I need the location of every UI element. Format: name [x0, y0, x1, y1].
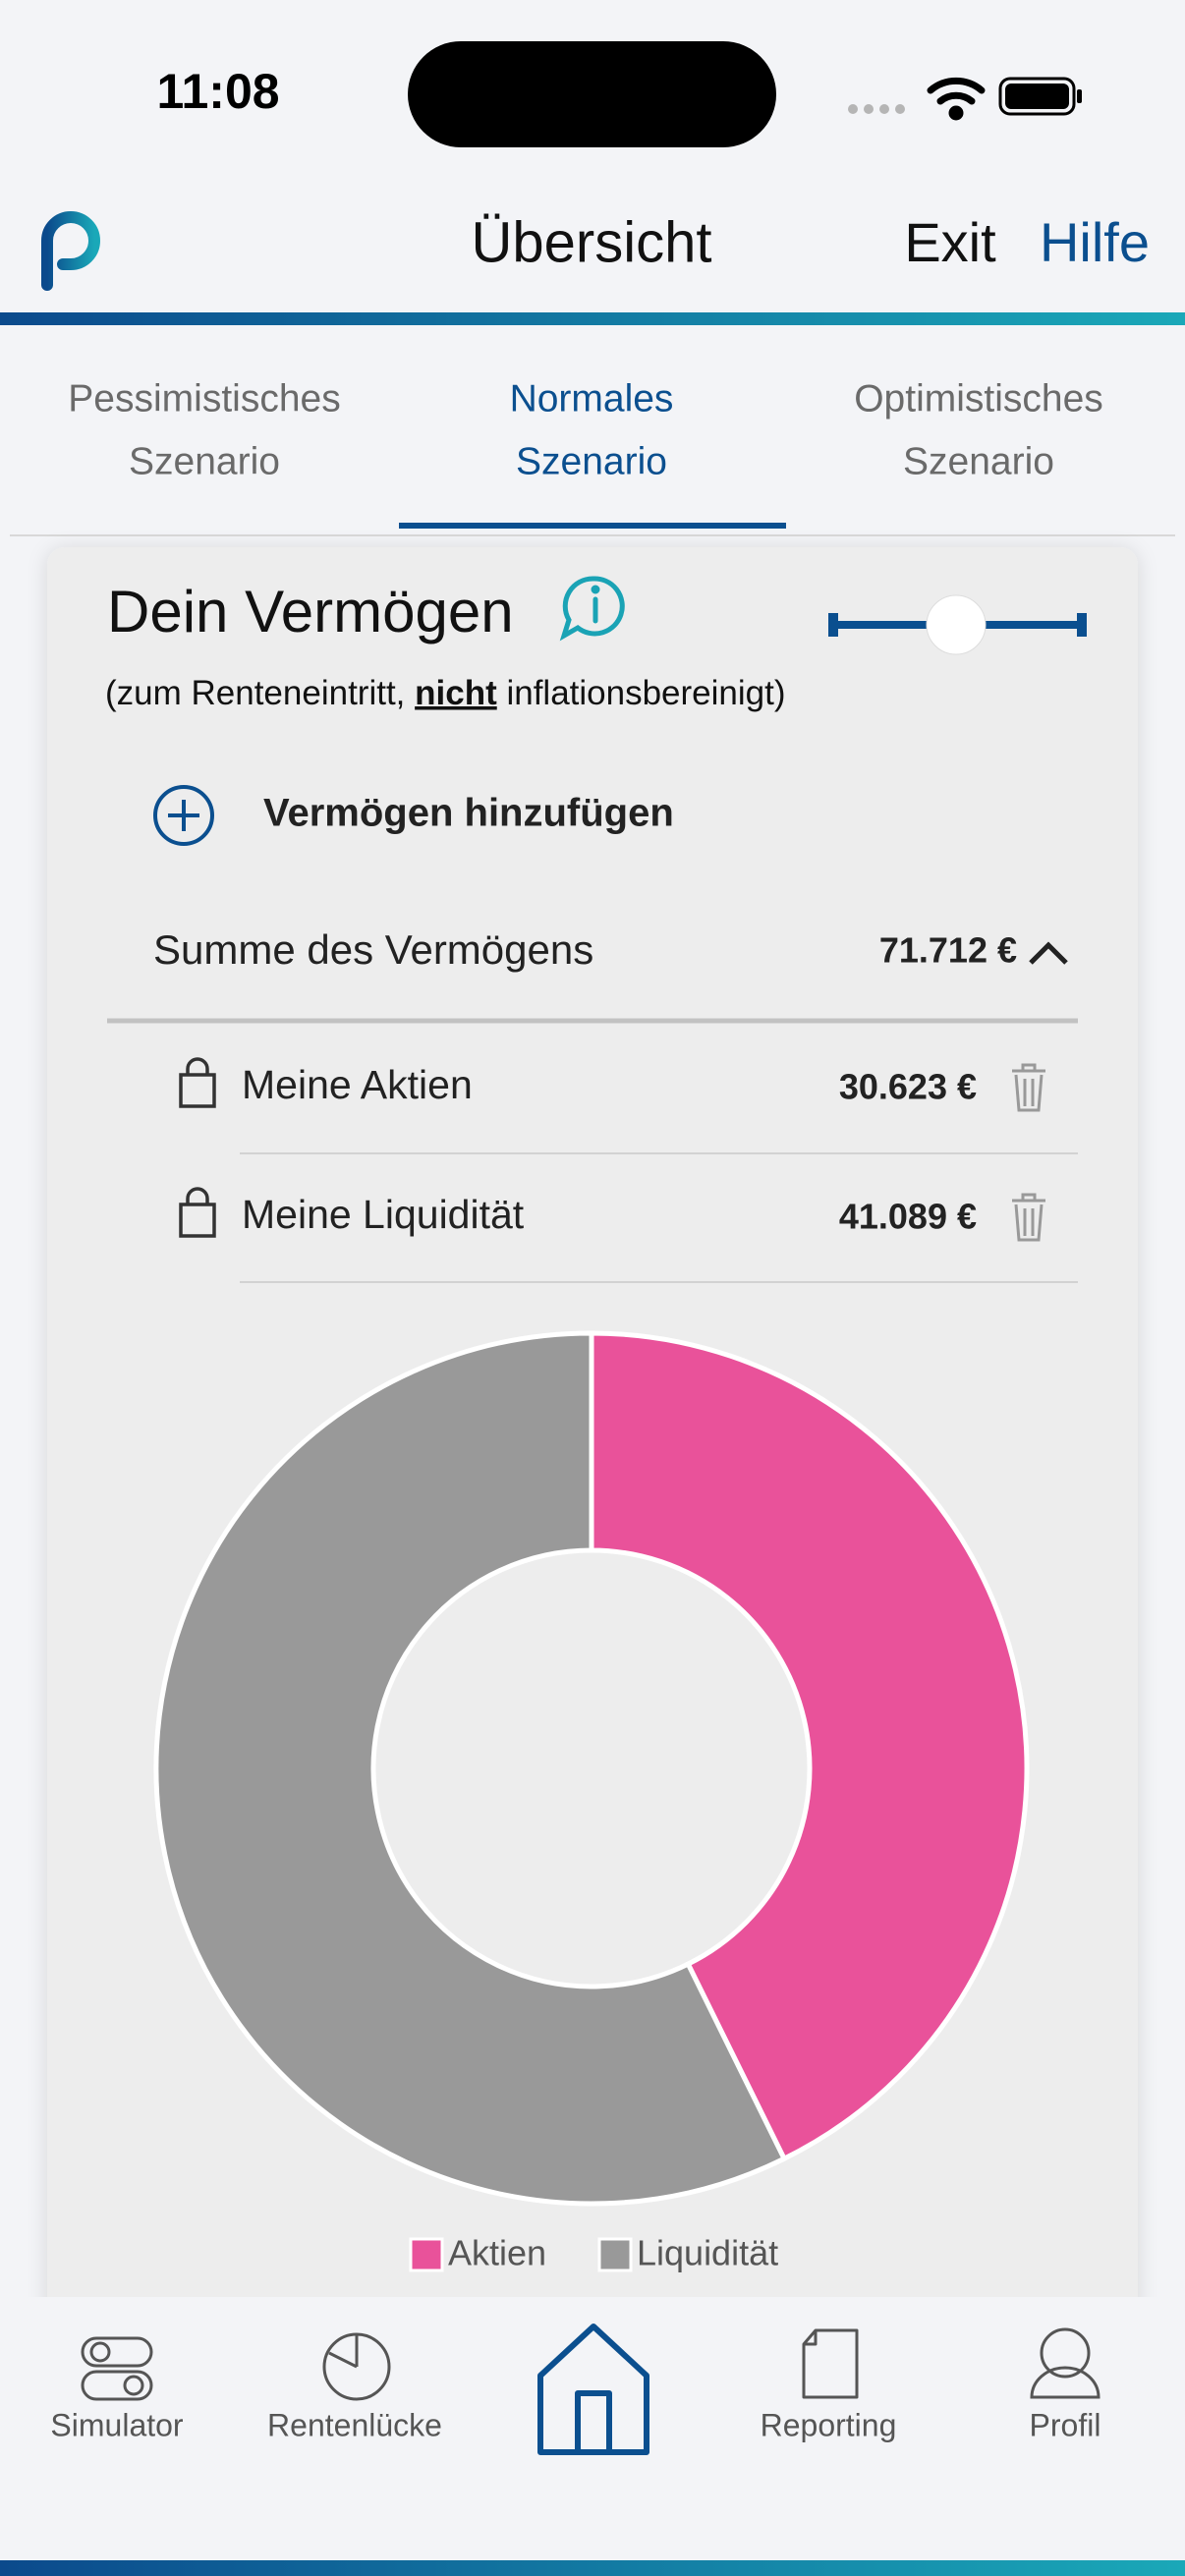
legend-label: Liquidität [637, 2233, 778, 2273]
dynamic-island [408, 41, 776, 147]
asset-amount: 41.089 € [839, 1197, 977, 1237]
bag-icon [179, 1187, 216, 1238]
asset-name: Meine Liquidität [242, 1192, 525, 1237]
collapse-chevron[interactable] [1029, 941, 1068, 965]
legend-swatch [597, 2237, 633, 2272]
nav-item[interactable]: Simulator [50, 2336, 184, 2442]
asset-row[interactable]: Meine Aktien 30.623 € [179, 1057, 1045, 1112]
tab-label: Szenario [129, 440, 280, 482]
asset-amount: 30.623 € [839, 1067, 977, 1107]
wifi-icon [927, 77, 986, 121]
card-title: Dein Vermögen [107, 579, 514, 644]
add-asset-button[interactable]: Vermögen hinzufügen [153, 785, 674, 846]
tab-label: Pessimistisches [68, 377, 340, 420]
sum-value: 71.712 € [879, 930, 1017, 971]
sum-label: Summe des Vermögens [153, 926, 593, 973]
legend: Aktien Liquidität [409, 2233, 778, 2273]
nav-label: Reporting [761, 2407, 897, 2442]
slider[interactable] [828, 594, 1087, 655]
signal-dots [848, 104, 905, 114]
header-bar [0, 312, 1185, 325]
card-subtitle: (zum Renteneintritt, nicht inflationsber… [105, 674, 786, 712]
tab-label: Szenario [903, 440, 1054, 482]
legend-swatch [409, 2237, 444, 2272]
subtitle-emphasis: nicht [415, 674, 497, 712]
tab[interactable]: Pessimistisches Szenario [68, 377, 340, 482]
tab-label: Szenario [516, 440, 667, 482]
help-button[interactable]: Hilfe [1040, 211, 1150, 273]
nav-label: Simulator [50, 2407, 184, 2442]
bottom-bar [0, 2560, 1185, 2576]
tab-label: Normales [510, 377, 674, 420]
delete-icon[interactable] [1012, 1193, 1045, 1242]
nav-item[interactable]: Profil [1030, 2327, 1101, 2442]
bag-icon [179, 1057, 216, 1108]
tab-indicator [399, 523, 786, 529]
exit-button[interactable]: Exit [904, 211, 996, 273]
battery-icon [998, 77, 1082, 116]
tab-label: Optimistisches [854, 377, 1103, 420]
nav-item[interactable]: Reporting [761, 2328, 897, 2442]
status-time: 11:08 [156, 64, 279, 119]
legend-label: Aktien [448, 2233, 546, 2273]
header-title: Übersicht [472, 210, 712, 274]
info-icon[interactable] [559, 576, 625, 642]
tab[interactable]: Optimistisches Szenario [854, 377, 1103, 482]
nav-item[interactable]: Rentenlücke [267, 2332, 442, 2442]
add-asset-label: Vermögen hinzufügen [263, 792, 674, 835]
tab[interactable]: Normales Szenario [510, 377, 674, 482]
nav-label: Profil [1030, 2407, 1101, 2442]
nav-label: Rentenlücke [267, 2407, 442, 2442]
delete-icon[interactable] [1012, 1063, 1045, 1112]
donut-chart [153, 1330, 1030, 2207]
subtitle-text: inflationsbereinigt) [497, 674, 786, 712]
asset-name: Meine Aktien [242, 1062, 473, 1107]
bottom-nav [0, 2297, 1185, 2576]
logo [41, 211, 100, 291]
subtitle-text: (zum Renteneintritt, [105, 674, 415, 712]
nav-home[interactable] [537, 2324, 649, 2455]
donut-slice [589, 1330, 1030, 2162]
donut-slice [153, 1330, 788, 2207]
asset-row[interactable]: Meine Liquidität 41.089 € [179, 1187, 1045, 1242]
